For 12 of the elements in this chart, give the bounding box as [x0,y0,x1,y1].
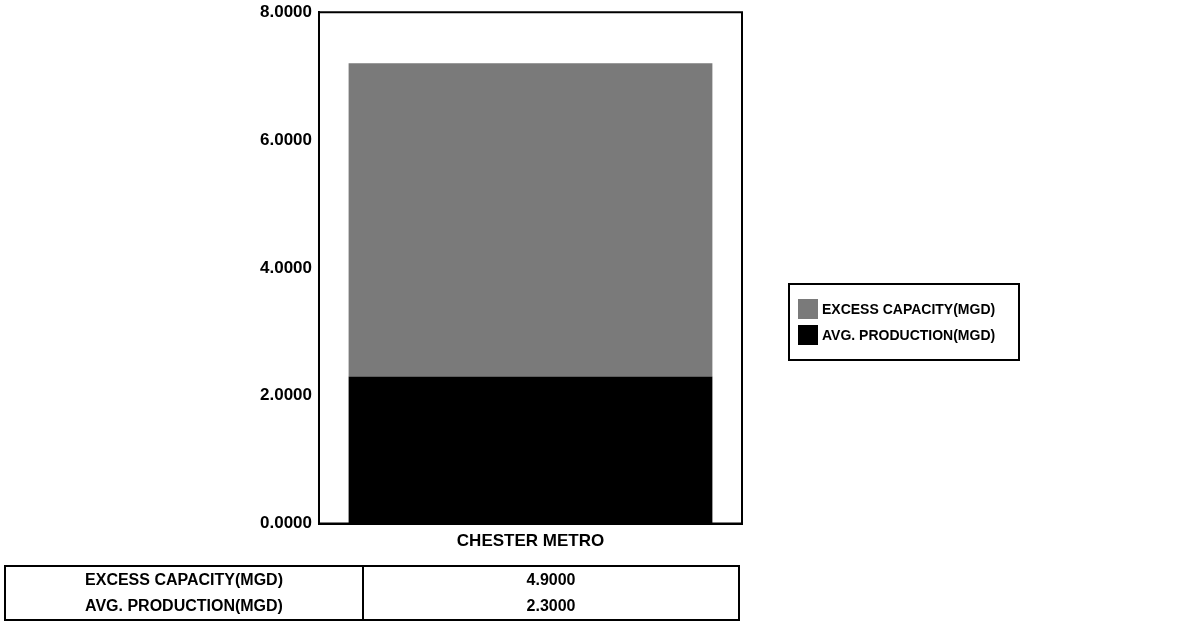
text: AVG. PRODUCTION(MGD) [85,597,283,614]
x-tick-label: CHESTER METRO [456,531,605,551]
text: 4.9000 [526,571,576,588]
legend-label: AVG. PRODUCTION(MGD) [822,327,996,343]
y-tick-label: 0.0000 [260,513,312,533]
y-tick-label: 6.0000 [260,129,312,149]
legend-label: EXCESS CAPACITY(MGD) [822,301,996,317]
y-tick-label: 4.0000 [260,257,312,277]
text: 2.3000 [526,597,576,614]
y-tick-label: 2.0000 [260,385,312,405]
y-tick-label: 8.0000 [260,1,312,21]
text: EXCESS CAPACITY(MGD) [85,571,283,588]
